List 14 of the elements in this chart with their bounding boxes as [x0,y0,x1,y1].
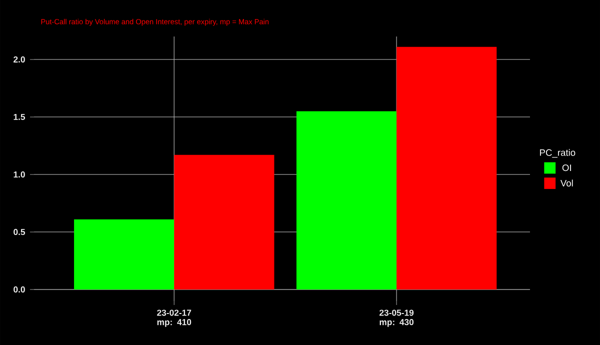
legend-title: PC_ratio [540,149,576,158]
bar [174,154,274,290]
bar [396,46,497,290]
bar [74,219,174,290]
y-tick-label: 1.5 [14,114,26,120]
x-tick-label: 23-02-17 mp: 410 [157,310,192,327]
y-tick-label: 0.5 [14,228,26,236]
x-tick-label: 23-05-19 mp: 430 [379,310,414,327]
y-tick-label: 1.0 [14,171,25,178]
y-tick-label: 2.0 [14,56,25,63]
bar [296,111,397,290]
legend-label: Vol [560,180,573,186]
legend-label: OI [562,164,571,172]
y-tick-label: 0.0 [14,286,25,293]
